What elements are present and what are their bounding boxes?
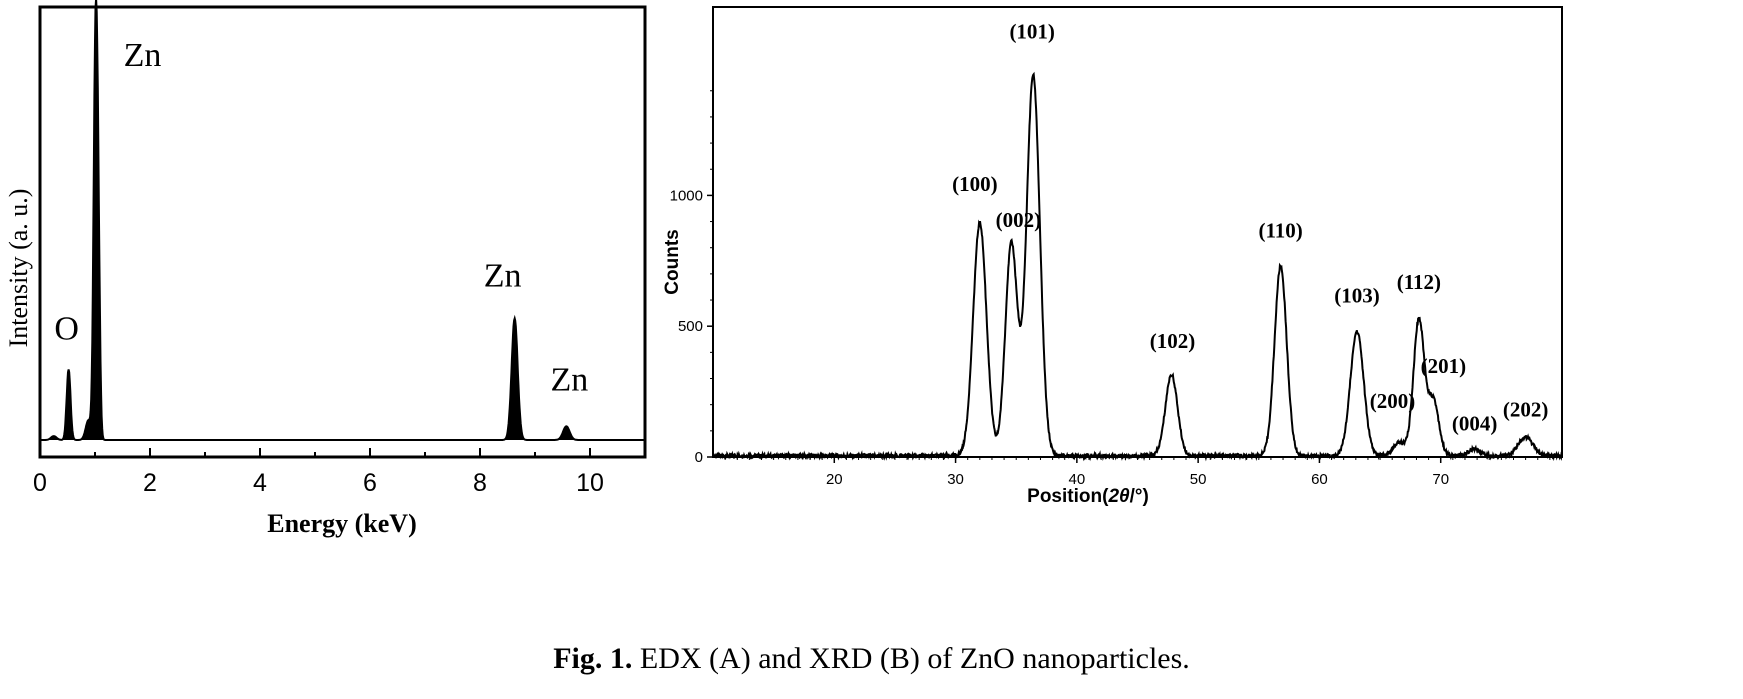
xrd-y-axis-label: Counts bbox=[662, 229, 683, 294]
xrd-x-tick-label: 70 bbox=[1432, 471, 1449, 488]
edx-chart: 0 2 4 6 8 10 Zn O Zn Zn Energy (keV) Intensity (… bbox=[4, 0, 647, 538]
xrd-x-tick-label: 60 bbox=[1311, 471, 1328, 488]
xrd-peak-label: (103) bbox=[1334, 284, 1380, 308]
xrd-peak-label: (110) bbox=[1258, 218, 1302, 242]
edx-x-tick-label: 8 bbox=[473, 469, 487, 497]
edx-y-axis-label: Intensity (a. u.) bbox=[4, 189, 33, 348]
edx-x-tick-label: 0 bbox=[33, 469, 47, 497]
figure-number: Fig. 1. bbox=[553, 642, 633, 675]
edx-x-tick-label: 2 bbox=[143, 469, 157, 497]
xrd-peak-label: (201) bbox=[1421, 354, 1467, 378]
edx-x-ticks: 0 2 4 6 8 10 bbox=[33, 448, 604, 497]
xrd-x-tick-label: 40 bbox=[1069, 471, 1086, 488]
xrd-plot-frame bbox=[712, 6, 1563, 458]
edx-plot-frame bbox=[38, 5, 647, 459]
xrd-peak-label: (004) bbox=[1452, 411, 1498, 435]
xrd-peak-label: (101) bbox=[1009, 19, 1055, 43]
xrd-peak-label: (102) bbox=[1150, 329, 1196, 353]
edx-peak-label: O bbox=[54, 310, 79, 347]
xrd-x-axis-label: Position(2θ/°) bbox=[1027, 486, 1149, 507]
edx-peak-label: Zn bbox=[124, 37, 162, 74]
xrd-y-ticks: 0 500 1000 bbox=[670, 90, 713, 466]
edx-x-tick-label: 10 bbox=[576, 469, 604, 497]
xrd-peak-label: (112) bbox=[1397, 270, 1441, 294]
xrd-peak-label: (002) bbox=[996, 208, 1042, 232]
xrd-peak-label: (202) bbox=[1503, 398, 1549, 422]
edx-x-tick-label: 4 bbox=[253, 469, 267, 497]
edx-peak-labels: Zn O Zn Zn bbox=[54, 37, 588, 398]
xrd-y-tick-label: 0 bbox=[695, 449, 703, 466]
xrd-y-tick-label: 1000 bbox=[670, 187, 703, 204]
xrd-x-tick-label: 30 bbox=[947, 471, 964, 488]
edx-x-tick-label: 6 bbox=[363, 469, 377, 497]
edx-x-axis-label: Energy (keV) bbox=[267, 509, 416, 538]
xrd-x-tick-label: 50 bbox=[1190, 471, 1207, 488]
xrd-y-tick-label: 500 bbox=[678, 318, 703, 335]
xrd-x-ticks: 20 30 40 50 60 70 bbox=[724, 457, 1551, 488]
edx-spectrum-line bbox=[40, 0, 645, 441]
xrd-x-tick-label: 20 bbox=[826, 471, 843, 488]
edx-peak-label: Zn bbox=[484, 257, 522, 294]
figure-caption: Fig. 1. EDX (A) and XRD (B) of ZnO nanop… bbox=[0, 642, 1743, 676]
xrd-peak-label: (200) bbox=[1370, 389, 1416, 413]
edx-peak-label: Zn bbox=[550, 361, 588, 398]
xrd-peak-label: (100) bbox=[952, 172, 998, 196]
xrd-pattern-line bbox=[712, 71, 1563, 462]
xrd-peak-labels: (100) (002) (101) (102) (110) (103) (200) (112)… bbox=[952, 19, 1548, 435]
figure-caption-text: EDX (A) and XRD (B) of ZnO nanoparticles… bbox=[632, 642, 1190, 675]
